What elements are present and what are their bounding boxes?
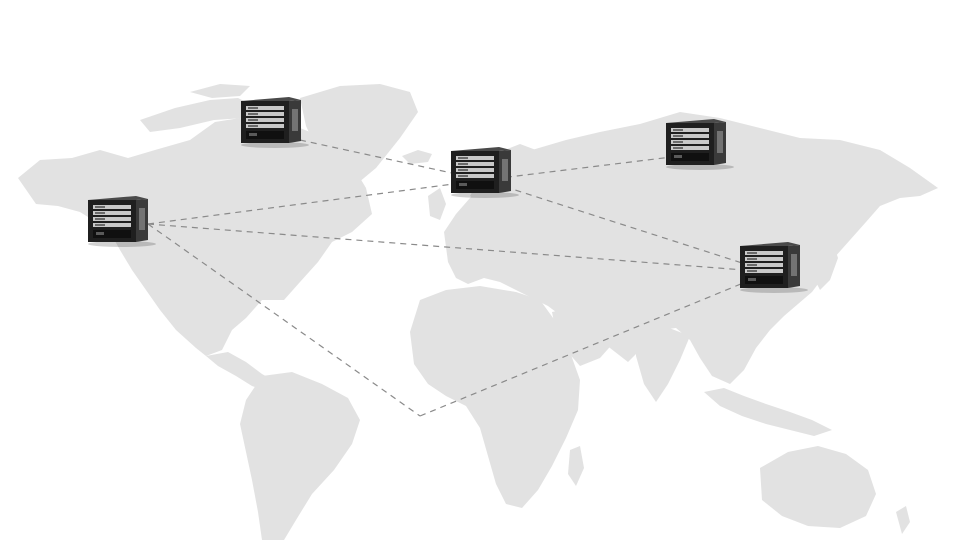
server-bottom-slot-detail <box>249 133 257 136</box>
north-america-landmass <box>18 118 372 356</box>
server-rack-unit-detail <box>673 129 683 131</box>
server-bottom-slot-detail <box>96 232 104 235</box>
network-link-europe-to-russia-east <box>483 153 697 181</box>
server-rack-icon-north-america-west[interactable] <box>88 196 156 247</box>
server-rack-unit-detail <box>458 163 468 165</box>
server-rack-unit <box>246 118 284 122</box>
server-bottom-slot-detail <box>748 278 756 281</box>
server-rack-unit <box>671 146 709 150</box>
server-bottom-slot-detail <box>459 183 467 186</box>
server-rack-unit-detail <box>458 169 468 171</box>
server-rack-unit <box>745 269 783 273</box>
server-rack-icon-europe[interactable] <box>451 147 519 198</box>
server-rack-unit-detail <box>747 270 757 272</box>
server-rack-unit-detail <box>673 135 683 137</box>
server-rack-unit <box>745 263 783 267</box>
greenland-landmass <box>300 84 418 188</box>
server-rack-unit <box>456 162 494 166</box>
network-link-north-america-west-to-south-atlantic-junction <box>147 223 421 417</box>
network-link-south-atlantic-junction-to-east-asia <box>419 271 771 417</box>
india-landmass <box>636 326 690 402</box>
arctic-islands-landmass <box>140 98 258 132</box>
server-rack-unit-detail <box>95 224 105 226</box>
server-rack-unit <box>745 251 783 255</box>
server-rack-unit-detail <box>95 212 105 214</box>
server-rack-unit <box>93 211 131 215</box>
server-rack-unit-detail <box>248 107 258 109</box>
server-rack-unit-detail <box>747 252 757 254</box>
world-map <box>18 84 938 540</box>
server-rack-unit <box>93 223 131 227</box>
server-bottom-slot <box>246 131 284 139</box>
arctic-islands-landmass-2 <box>190 84 250 98</box>
server-side-vent <box>292 109 298 131</box>
server-rack-unit-detail <box>458 157 468 159</box>
australia-landmass <box>760 446 876 528</box>
server-rack-unit <box>456 168 494 172</box>
madagascar-landmass <box>568 446 584 486</box>
server-rack-unit <box>246 124 284 128</box>
server-side-vent <box>717 131 723 153</box>
server-side-vent <box>791 254 797 276</box>
server-bottom-slot <box>456 181 494 189</box>
server-rack-unit <box>246 106 284 110</box>
server-bottom-slot <box>93 230 131 238</box>
server-rack-unit-detail <box>95 206 105 208</box>
network-link-north-america-west-to-europe <box>147 179 485 225</box>
server-rack-unit <box>93 217 131 221</box>
new-zealand-landmass <box>896 506 910 534</box>
southeast-asia-islands-landmass <box>704 388 832 436</box>
server-shadow <box>451 192 519 198</box>
server-rack-unit <box>745 257 783 261</box>
server-bottom-slot <box>671 153 709 161</box>
server-shadow <box>740 287 808 293</box>
server-rack-unit <box>456 156 494 160</box>
server-bottom-slot-detail <box>674 155 682 158</box>
server-shadow <box>88 241 156 247</box>
server-shadow <box>241 142 309 148</box>
server-rack-unit <box>93 205 131 209</box>
japan-landmass <box>814 240 838 290</box>
iceland-landmass <box>402 150 432 164</box>
server-side-vent <box>502 159 508 181</box>
server-nodes <box>88 97 808 293</box>
server-rack-unit <box>671 128 709 132</box>
africa-landmass <box>410 286 580 508</box>
server-rack-unit-detail <box>673 141 683 143</box>
server-rack-unit-detail <box>248 119 258 121</box>
server-bottom-slot <box>745 276 783 284</box>
server-rack-unit-detail <box>747 264 757 266</box>
server-rack-unit-detail <box>458 175 468 177</box>
south-america-landmass <box>240 372 360 540</box>
server-rack-icon-east-asia[interactable] <box>740 242 808 293</box>
server-rack-unit-detail <box>95 218 105 220</box>
network-link-north-america-west-to-east-asia <box>147 223 771 273</box>
server-rack-unit <box>456 174 494 178</box>
server-rack-unit-detail <box>673 147 683 149</box>
server-rack-unit-detail <box>747 258 757 260</box>
server-rack-unit <box>671 134 709 138</box>
server-rack-unit-detail <box>248 113 258 115</box>
server-shadow <box>666 164 734 170</box>
server-rack-unit-detail <box>248 125 258 127</box>
server-side-vent <box>139 208 145 230</box>
server-rack-unit <box>671 140 709 144</box>
server-rack-icon-north-america-north[interactable] <box>241 97 309 148</box>
uk-landmass <box>428 188 446 220</box>
server-rack-unit <box>246 112 284 116</box>
server-rack-icon-russia-east[interactable] <box>666 119 734 170</box>
